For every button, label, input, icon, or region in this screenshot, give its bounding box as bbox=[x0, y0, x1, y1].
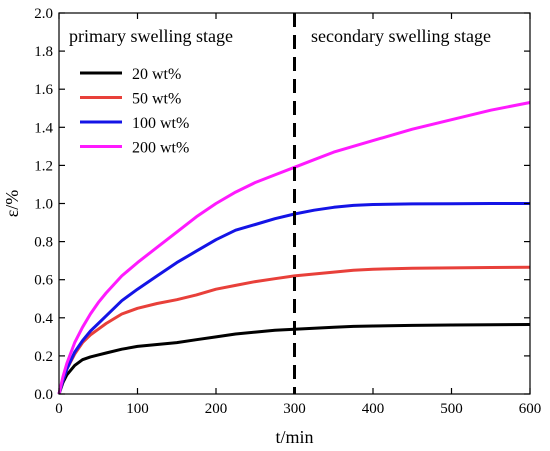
y-tick-label: 0.0 bbox=[34, 387, 53, 403]
x-tick-label: 300 bbox=[283, 401, 306, 417]
series-line-3 bbox=[57, 101, 531, 395]
y-tick-label: 0.8 bbox=[34, 235, 53, 251]
legend-label-1: 50 wt% bbox=[132, 91, 181, 108]
legend-label-2: 100 wt% bbox=[132, 115, 189, 132]
y-tick-label: 0.4 bbox=[34, 311, 53, 327]
series-line-2 bbox=[57, 202, 530, 395]
y-tick-label: 1.4 bbox=[34, 120, 53, 136]
y-tick-label: 1.0 bbox=[34, 197, 53, 213]
secondary-stage-label: secondary swelling stage bbox=[311, 26, 491, 46]
y-tick-label: 1.6 bbox=[34, 82, 53, 98]
series-line-0 bbox=[57, 323, 531, 395]
legend: 20 wt% 50 wt% 100 wt% 200 wt% bbox=[80, 66, 189, 157]
x-tick-label: 100 bbox=[126, 401, 149, 417]
data-series-group bbox=[57, 101, 531, 395]
y-tick-label: 2.0 bbox=[34, 6, 53, 22]
axis-ticks-group: 0 100 200 300 400 500 600 0.0 0.2 0.4 0.6 0.8 1.0 1.2… bbox=[34, 6, 541, 417]
y-axis-title: ε/% bbox=[2, 190, 22, 218]
x-tick-label: 400 bbox=[362, 401, 385, 417]
legend-label-0: 20 wt% bbox=[132, 66, 181, 83]
y-tick-label: 1.2 bbox=[34, 158, 53, 174]
y-tick-label: 0.2 bbox=[34, 349, 53, 365]
x-tick-label: 200 bbox=[205, 401, 228, 417]
legend-label-3: 200 wt% bbox=[132, 140, 189, 157]
x-axis-title: t/min bbox=[275, 427, 313, 447]
primary-stage-label: primary swelling stage bbox=[69, 26, 233, 46]
x-tick-label: 0 bbox=[55, 401, 63, 417]
x-tick-label: 500 bbox=[440, 401, 463, 417]
x-tick-label: 600 bbox=[519, 401, 542, 417]
y-tick-label: 1.8 bbox=[34, 44, 53, 60]
y-tick-label: 0.6 bbox=[34, 273, 53, 289]
